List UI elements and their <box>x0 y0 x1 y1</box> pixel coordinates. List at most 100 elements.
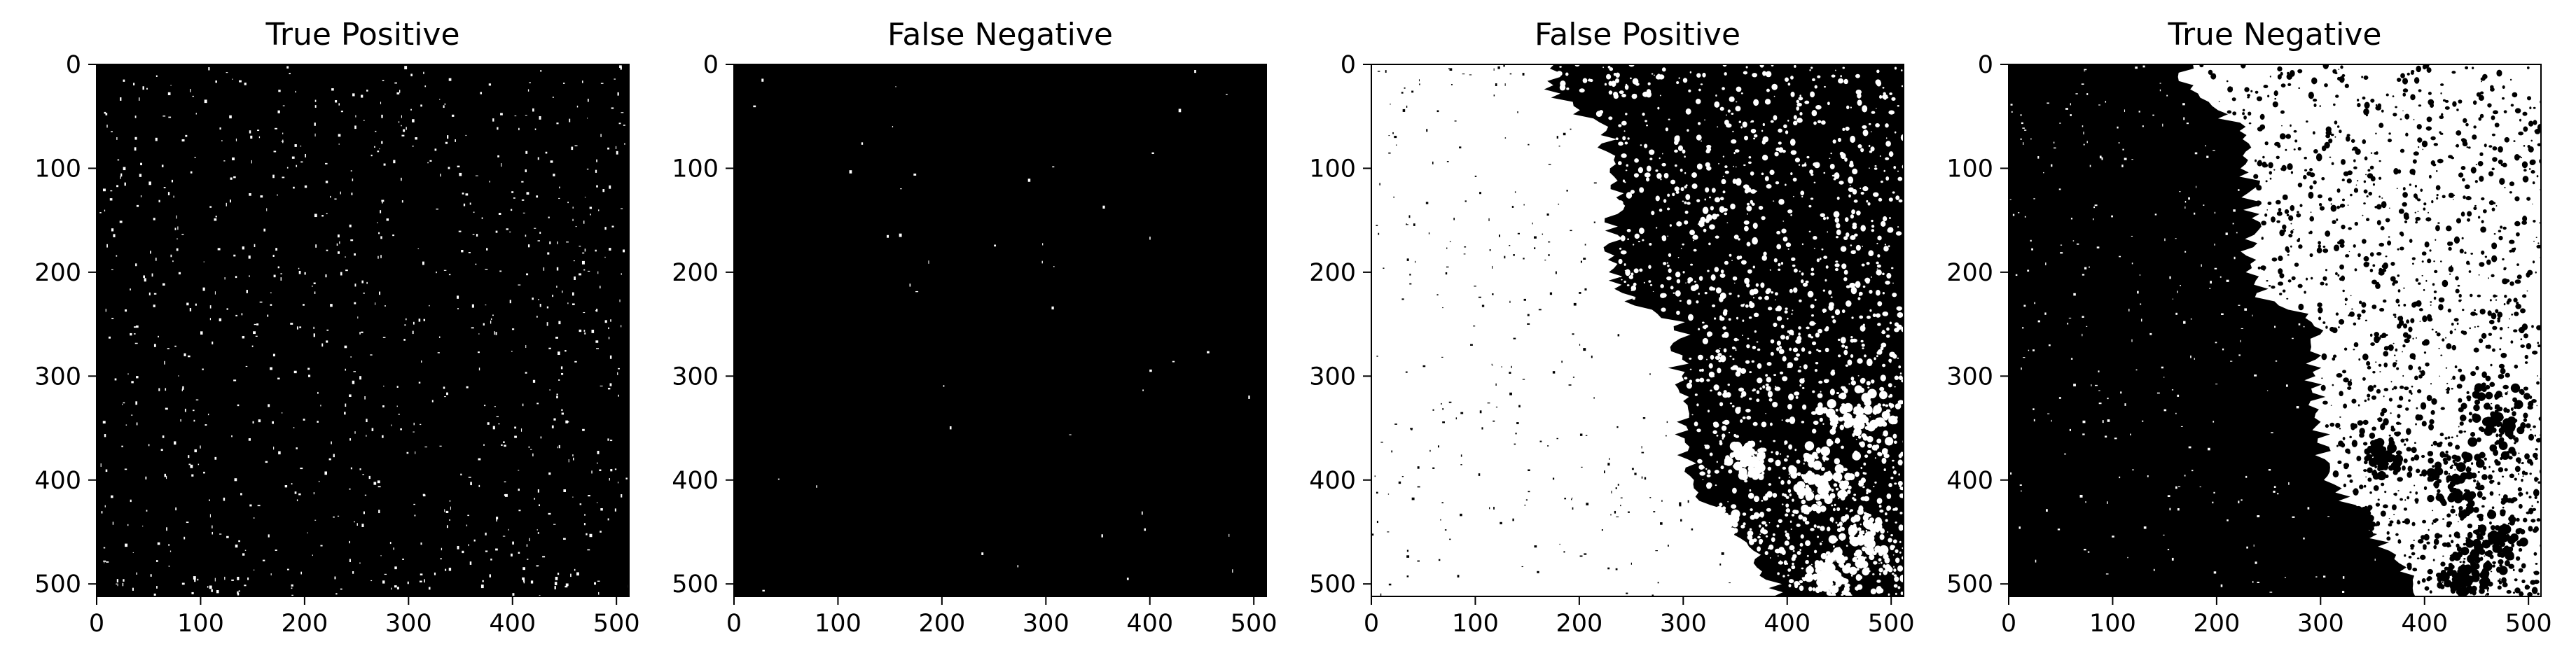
mask-blob <box>2505 372 2510 378</box>
mask-blob <box>1889 351 1896 358</box>
mask-blob <box>1793 287 1798 293</box>
mask-pixel <box>895 86 896 88</box>
mask-pixel <box>164 360 165 365</box>
mask-blob <box>2498 559 2504 565</box>
mask-blob <box>2268 284 2271 287</box>
mask-pixel <box>2060 252 2063 254</box>
mask-pixel <box>2288 482 2290 485</box>
mask-blob <box>2495 204 2498 207</box>
mask-blob <box>1792 550 1795 552</box>
mask-pixel <box>572 218 574 221</box>
mask-blob <box>2514 477 2517 481</box>
mask-pixel <box>216 590 219 594</box>
mask-pixel <box>1579 292 1581 294</box>
mask-pixel <box>1626 592 1628 594</box>
mask-blob <box>1815 501 1819 504</box>
mask-pixel <box>2271 432 2273 433</box>
mask-blob <box>1787 248 1789 250</box>
mask-blob <box>1881 342 1887 348</box>
mask-blob <box>2398 396 2404 401</box>
mask-blob <box>2439 433 2444 437</box>
mask-blob <box>2376 281 2380 286</box>
mask-blob <box>1853 514 1861 522</box>
mask-blob <box>1883 468 1886 472</box>
mask-blob <box>2318 307 2323 314</box>
mask-blob <box>1798 164 1801 166</box>
mask-blob <box>1882 291 1885 295</box>
mask-blob <box>1810 91 1815 98</box>
mask-blob <box>2263 163 2266 167</box>
mask-blob <box>2416 198 2421 202</box>
mask-blob <box>1725 455 1730 460</box>
mask-blob <box>1689 379 1693 384</box>
mask-blob <box>1876 69 1880 74</box>
mask-pixel <box>1634 472 1637 475</box>
mask-blob <box>2439 441 2443 445</box>
mask-blob <box>2458 99 2463 104</box>
mask-blob <box>2340 275 2346 281</box>
mask-blob <box>2492 146 2498 150</box>
mask-blob <box>1689 357 1692 360</box>
mask-blob <box>1888 245 1890 248</box>
mask-pixel <box>552 294 554 298</box>
mask-pixel <box>354 302 356 304</box>
mask-blob <box>1714 197 1721 203</box>
mask-blob <box>2515 303 2522 309</box>
mask-blob <box>1731 405 1735 407</box>
mask-blob <box>1761 521 1766 525</box>
mask-blob <box>2387 346 2390 349</box>
mask-blob <box>2429 317 2433 321</box>
mask-blob <box>1712 375 1715 377</box>
mask-blob <box>2231 87 2233 89</box>
mask-pixel <box>312 554 313 556</box>
mask-pixel <box>2143 526 2147 529</box>
mask-blob <box>2318 202 2322 206</box>
mask-pixel <box>124 468 127 470</box>
mask-blob <box>2375 151 2378 155</box>
mask-blob <box>1682 200 1684 202</box>
mask-pixel <box>583 523 586 526</box>
mask-blob <box>2473 506 2479 513</box>
mask-blob <box>1753 496 1759 503</box>
mask-blob <box>1742 335 1743 337</box>
mask-blob <box>1790 150 1797 155</box>
mask-pixel <box>1563 551 1565 553</box>
mask-blob <box>1785 307 1788 310</box>
mask-blob <box>1804 453 1810 459</box>
mask-blob <box>1853 493 1857 496</box>
mask-blob <box>1879 534 1885 540</box>
mask-blob <box>2509 78 2512 81</box>
mask-blob <box>2524 361 2528 365</box>
mask-pixel <box>157 542 160 545</box>
mask-blob <box>2304 169 2308 172</box>
mask-pixel <box>2175 312 2177 315</box>
mask-blob <box>2513 442 2516 444</box>
mask-pixel <box>614 508 616 512</box>
mask-blob <box>1698 464 1705 470</box>
mask-pixel <box>320 405 321 407</box>
mask-blob <box>1752 421 1758 426</box>
mask-blob <box>1801 567 1804 570</box>
mask-blob <box>1751 120 1754 123</box>
mask-pixel <box>1573 302 1577 306</box>
panel-title: False Negative <box>887 17 1113 52</box>
mask-blob <box>1722 87 1725 90</box>
mask-pixel <box>1497 66 1500 69</box>
mask-blob <box>2261 220 2267 226</box>
mask-blob <box>2498 493 2500 496</box>
mask-pixel <box>607 518 609 521</box>
mask-pixel <box>350 239 354 241</box>
mask-blob <box>2296 213 2301 218</box>
mask-blob <box>1745 283 1750 288</box>
mask-pixel <box>525 150 528 154</box>
mask-pixel <box>609 355 612 359</box>
mask-pixel <box>335 100 338 103</box>
mask-blob <box>2492 157 2498 162</box>
mask-pixel <box>131 381 134 384</box>
mask-blob <box>2522 294 2527 298</box>
mask-blob <box>2363 180 2367 183</box>
mask-blob <box>2436 197 2439 200</box>
mask-blob <box>2495 299 2498 301</box>
mask-blob <box>1789 347 1792 351</box>
